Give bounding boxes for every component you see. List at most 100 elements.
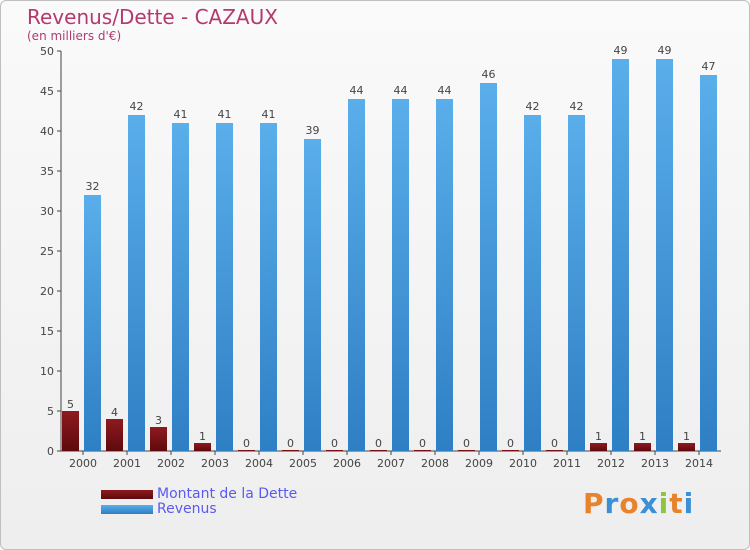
logo-letter: i: [658, 487, 670, 520]
bar-dette-2002: [150, 427, 167, 451]
logo-letter: r: [604, 487, 620, 520]
x-tick-label: 2002: [157, 457, 185, 470]
x-tick-label: 2009: [465, 457, 493, 470]
data-label-revenus-2001: 42: [130, 100, 144, 113]
x-tick-label: 2004: [245, 457, 273, 470]
x-tick-label: 2013: [641, 457, 669, 470]
x-tick-label: 2000: [69, 457, 97, 470]
data-label-revenus-2011: 42: [570, 100, 584, 113]
data-label-revenus-2006: 44: [350, 84, 364, 97]
data-label-revenus-2008: 44: [438, 84, 452, 97]
data-label-dette-2014: 1: [683, 430, 690, 443]
bar-dette-2012: [590, 443, 607, 451]
x-tick-label: 2014: [685, 457, 713, 470]
bar-dette-2003: [194, 443, 211, 451]
bar-dette-2005: [282, 450, 299, 451]
data-label-dette-2013: 1: [639, 430, 646, 443]
bar-dette-2009: [458, 450, 475, 451]
bar-dette-2008: [414, 450, 431, 451]
data-label-dette-2010: 0: [507, 437, 514, 450]
chart-labels: 5 32 4 42 3 41 1 41 0 41 0 39 0 44 0 44 0 44 0 46 0 42 0 42 1 49 1…: [67, 44, 716, 450]
logo-letter: i: [683, 487, 695, 520]
bar-dette-2006: [326, 450, 343, 451]
y-tick-label: 30: [40, 205, 54, 218]
logo-letter: P: [583, 487, 605, 520]
y-tick-label: 5: [47, 405, 54, 418]
chart-title: Revenus/Dette - CAZAUX: [27, 5, 278, 29]
bar-dette-2007: [370, 450, 387, 451]
legend-swatch-revenus: [101, 505, 153, 514]
data-label-revenus-2014: 47: [702, 60, 716, 73]
data-label-revenus-2003: 41: [218, 108, 232, 121]
bar-revenus-2003: [216, 123, 233, 451]
bar-dette-2010: [502, 450, 519, 451]
bar-revenus-2014: [700, 75, 717, 451]
bar-dette-2013: [634, 443, 651, 451]
data-label-revenus-2012: 49: [614, 44, 628, 57]
data-label-dette-2000: 5: [67, 398, 74, 411]
chart-bars: [62, 59, 717, 451]
data-label-dette-2005: 0: [287, 437, 294, 450]
x-tick-label: 2007: [377, 457, 405, 470]
data-label-dette-2006: 0: [331, 437, 338, 450]
chart-subtitle: (en milliers d'€): [27, 29, 122, 43]
data-label-dette-2003: 1: [199, 430, 206, 443]
bar-dette-2014: [678, 443, 695, 451]
y-tick-label: 20: [40, 285, 54, 298]
x-tick-label: 2010: [509, 457, 537, 470]
x-tick-label: 2001: [113, 457, 141, 470]
bar-revenus-2004: [260, 123, 277, 451]
x-tick-label: 2003: [201, 457, 229, 470]
data-label-revenus-2007: 44: [394, 84, 408, 97]
logo-letter: x: [639, 487, 659, 520]
data-label-revenus-2002: 41: [174, 108, 188, 121]
bar-dette-2004: [238, 450, 255, 451]
bar-revenus-2000: [84, 195, 101, 451]
y-tick-label: 15: [40, 325, 54, 338]
bar-dette-2011: [546, 450, 563, 451]
bar-dette-2000: [62, 411, 79, 451]
bar-revenus-2005: [304, 139, 321, 451]
y-tick-label: 45: [40, 85, 54, 98]
y-tick-label: 35: [40, 165, 54, 178]
logo-letter: o: [619, 487, 640, 520]
bar-revenus-2001: [128, 115, 145, 451]
y-tick-label: 0: [47, 445, 54, 458]
legend-swatch-dette: [101, 490, 153, 499]
data-label-revenus-2004: 41: [262, 108, 276, 121]
data-label-dette-2007: 0: [375, 437, 382, 450]
bar-revenus-2002: [172, 123, 189, 451]
bar-revenus-2007: [392, 99, 409, 451]
x-tick-label: 2012: [597, 457, 625, 470]
x-tick-label: 2008: [421, 457, 449, 470]
bar-revenus-2012: [612, 59, 629, 451]
data-label-revenus-2000: 32: [86, 180, 100, 193]
proxiti-logo: Proxiti: [583, 487, 694, 520]
x-tick-label: 2011: [553, 457, 581, 470]
bar-revenus-2010: [524, 115, 541, 451]
legend-label-dette: Montant de la Dette: [157, 486, 298, 502]
data-label-dette-2004: 0: [243, 437, 250, 450]
x-tick-label: 2005: [289, 457, 317, 470]
x-tick-label: 2006: [333, 457, 361, 470]
bar-revenus-2011: [568, 115, 585, 451]
bar-revenus-2008: [436, 99, 453, 451]
data-label-revenus-2009: 46: [482, 68, 496, 81]
data-label-revenus-2005: 39: [306, 124, 320, 137]
data-label-dette-2002: 3: [155, 414, 162, 427]
y-tick-label: 40: [40, 125, 54, 138]
data-label-revenus-2013: 49: [658, 44, 672, 57]
y-tick-label: 50: [40, 45, 54, 58]
bar-revenus-2009: [480, 83, 497, 451]
data-label-dette-2001: 4: [111, 406, 118, 419]
data-label-dette-2012: 1: [595, 430, 602, 443]
bar-revenus-2006: [348, 99, 365, 451]
y-tick-label: 10: [40, 365, 54, 378]
data-label-dette-2008: 0: [419, 437, 426, 450]
bar-dette-2001: [106, 419, 123, 451]
data-label-dette-2011: 0: [551, 437, 558, 450]
y-tick-label: 25: [40, 245, 54, 258]
